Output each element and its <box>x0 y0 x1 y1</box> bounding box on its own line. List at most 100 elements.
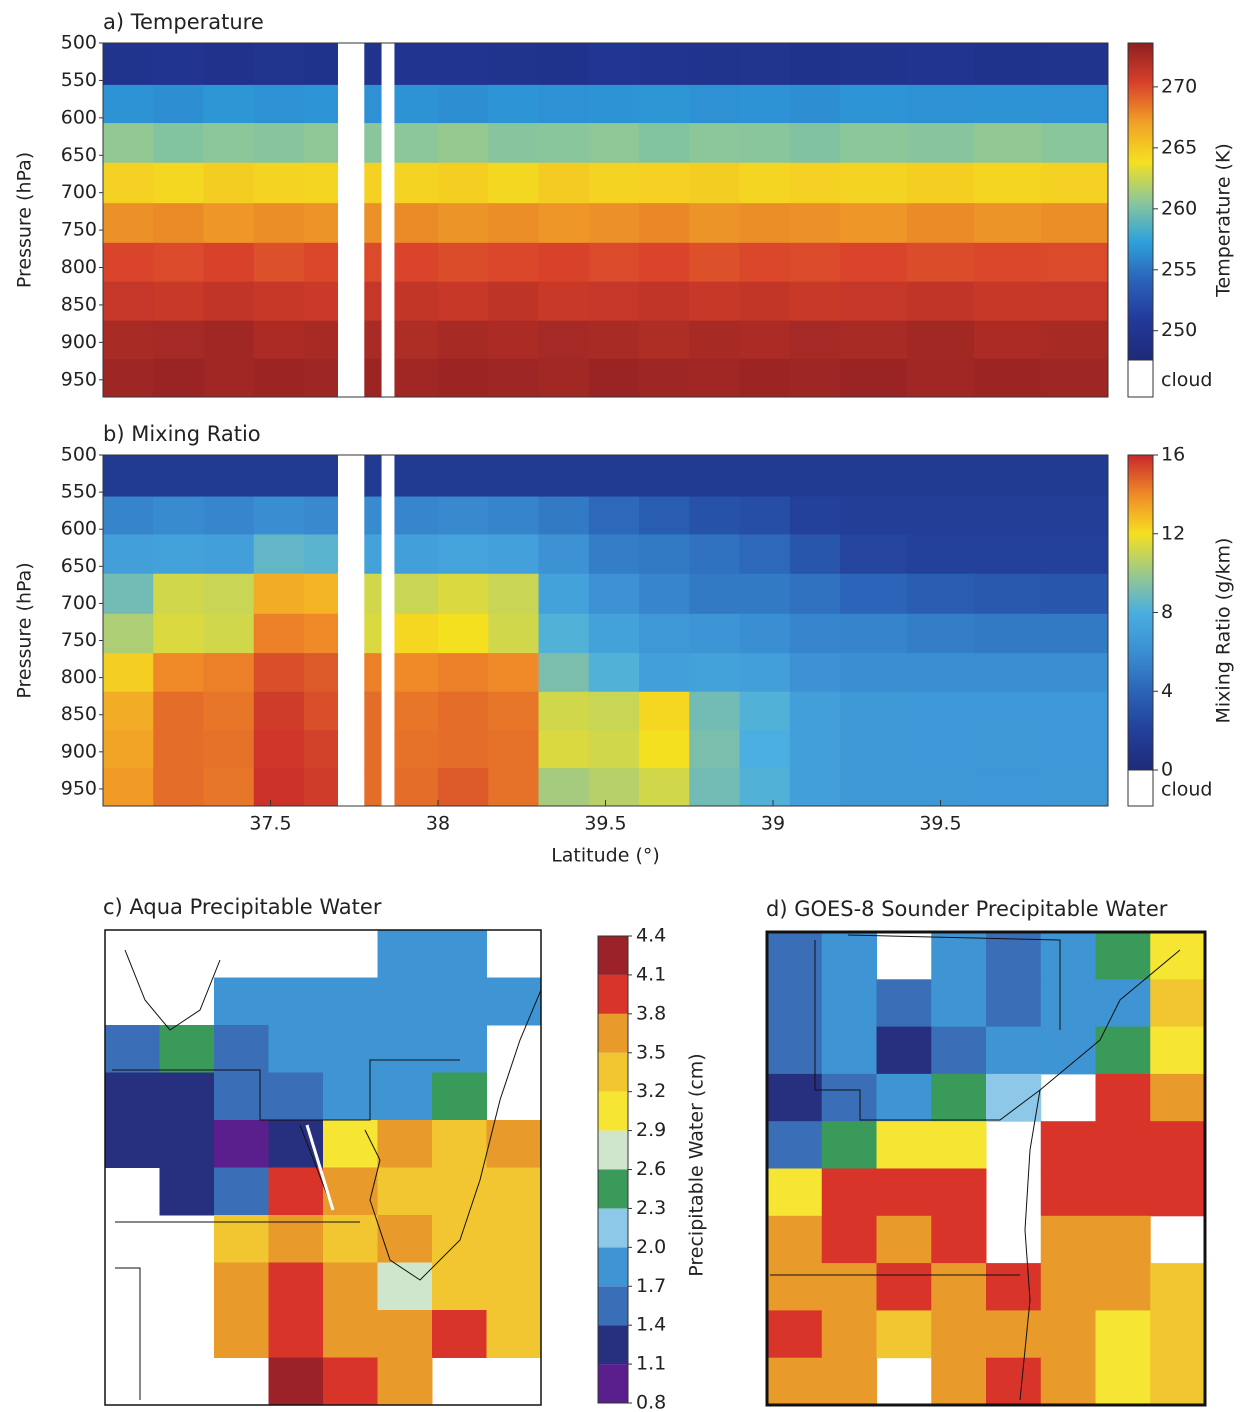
heat-cell <box>974 203 1042 244</box>
map-cell <box>821 1263 877 1311</box>
heat-cell <box>974 320 1042 360</box>
heat-cell <box>304 613 338 654</box>
map-cell <box>986 1263 1042 1311</box>
y-tick-label: 900 <box>61 740 97 762</box>
colorbar-tick-label: 250 <box>1161 319 1197 341</box>
heat-cell <box>538 162 590 204</box>
heat-cell <box>789 203 841 244</box>
heat-cell <box>588 768 640 807</box>
heat-cell <box>103 534 154 575</box>
colorbar-swatch <box>598 1325 628 1365</box>
map-cell <box>1095 1121 1151 1169</box>
map-cell <box>876 979 932 1028</box>
map-cell <box>821 1168 877 1217</box>
map-cell <box>986 1310 1042 1359</box>
heat-cell <box>488 358 539 398</box>
heat-cell <box>438 320 489 360</box>
heat-cell <box>1041 281 1109 322</box>
heat-cell <box>907 730 975 769</box>
heat-cell <box>538 43 590 86</box>
heat-cell <box>103 203 154 244</box>
colorbar-tick-label: 12 <box>1161 522 1185 544</box>
colorbar-swatch <box>598 1247 628 1287</box>
heat-cell <box>394 730 439 769</box>
colorbar-swatch <box>598 1013 628 1053</box>
heat-cell <box>739 358 791 398</box>
map-cell <box>486 1262 542 1311</box>
heat-cell <box>974 653 1042 693</box>
heat-cell <box>253 534 305 575</box>
heat-cell <box>840 691 908 731</box>
heat-cell <box>739 653 791 693</box>
y-tick-label: 550 <box>61 69 97 91</box>
map-cell <box>876 1121 932 1169</box>
heat-cell <box>639 242 690 283</box>
y-tick-label: 950 <box>61 777 97 799</box>
heat-cell <box>364 730 382 769</box>
heat-cell <box>538 358 590 398</box>
map-cell <box>821 1215 877 1264</box>
heat-cell <box>789 281 841 322</box>
map-cell <box>432 1072 487 1121</box>
heat-cell <box>588 203 640 244</box>
map-cell <box>767 1026 823 1075</box>
heat-cell <box>639 534 690 575</box>
heat-cell <box>1041 534 1109 575</box>
heat-cell <box>364 43 382 86</box>
heat-cell <box>789 358 841 398</box>
colorbar-tick-label: 4 <box>1161 680 1173 702</box>
heat-cell <box>538 613 590 654</box>
heat-cell <box>438 281 489 322</box>
heat-cell <box>538 320 590 360</box>
chart-title: c) Aqua Precipitable Water <box>103 895 382 919</box>
heat-cell <box>789 534 841 575</box>
map-cell <box>377 1167 433 1216</box>
heat-cell <box>639 43 690 86</box>
heat-cell <box>438 203 489 244</box>
map-cell <box>931 1026 987 1075</box>
heat-cell <box>588 43 640 86</box>
heat-cell <box>103 320 154 360</box>
heat-cell <box>488 730 539 769</box>
map-cell <box>1150 1073 1206 1122</box>
heat-cell <box>739 730 791 769</box>
map-cell <box>1040 1121 1096 1169</box>
y-axis-label: Pressure (hPa) <box>14 562 36 698</box>
heat-cell <box>538 84 590 124</box>
heat-cell <box>364 123 382 164</box>
heat-cell <box>840 281 908 322</box>
heat-cell <box>438 84 489 124</box>
heat-cell <box>974 242 1042 283</box>
heat-cell <box>203 242 255 283</box>
map-cell <box>876 1310 932 1359</box>
heat-cell <box>840 203 908 244</box>
heat-cell <box>840 123 908 164</box>
map-cell <box>377 977 433 1026</box>
heat-cell <box>1041 242 1109 283</box>
heat-cell <box>1041 730 1109 769</box>
heat-cell <box>438 613 489 654</box>
heat-cell <box>153 358 204 398</box>
map-cell <box>1150 1310 1206 1359</box>
heat-cell <box>789 730 841 769</box>
map-cell <box>1095 1168 1151 1217</box>
colorbar-swatch <box>598 1169 628 1209</box>
heat-cell <box>840 320 908 360</box>
heat-cell <box>253 730 305 769</box>
heat-cell <box>103 123 154 164</box>
colorbar-tick-label: 260 <box>1161 197 1197 219</box>
heat-cell <box>739 43 791 86</box>
heat-cell <box>639 613 690 654</box>
colorbar-tick-label: 3.2 <box>636 1080 666 1102</box>
y-tick-label: 500 <box>61 32 97 54</box>
heat-cell <box>639 84 690 124</box>
heat-cell <box>253 281 305 322</box>
x-tick-label: 39 <box>761 813 785 835</box>
heat-cell <box>103 691 154 731</box>
map-cell <box>986 932 1042 980</box>
heat-cell <box>739 768 791 807</box>
heat-cell <box>974 730 1042 769</box>
heat-cell <box>974 281 1042 322</box>
heat-cell <box>538 573 590 615</box>
map-cell <box>268 1215 324 1263</box>
